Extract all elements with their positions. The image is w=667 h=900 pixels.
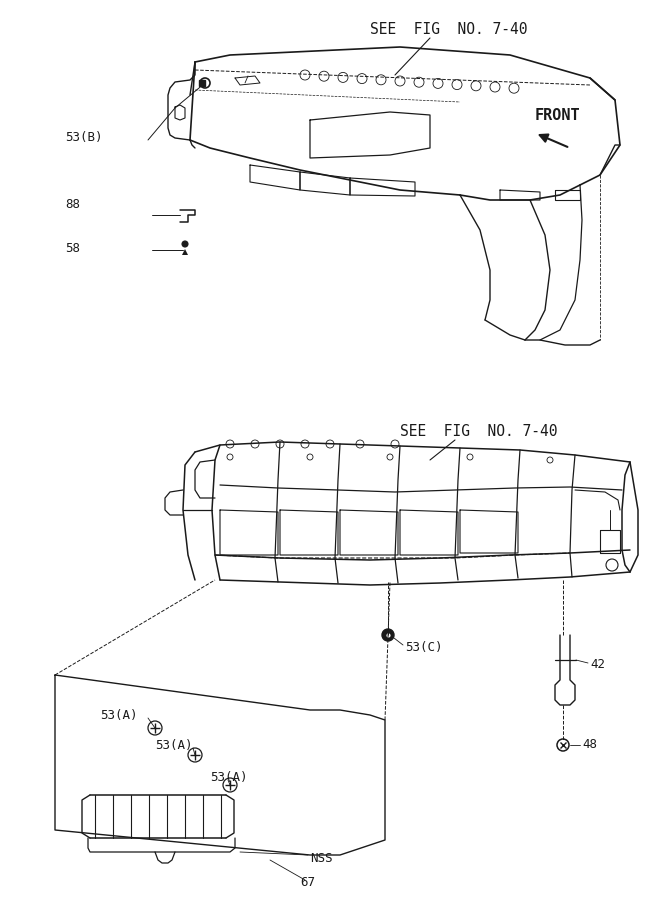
- Text: 88: 88: [65, 199, 80, 212]
- Text: 58: 58: [65, 241, 80, 255]
- Text: SEE  FIG  NO. 7-40: SEE FIG NO. 7-40: [370, 22, 528, 38]
- Text: 48: 48: [582, 739, 597, 752]
- Circle shape: [182, 241, 188, 247]
- Text: 67: 67: [300, 876, 315, 888]
- Text: 53(B): 53(B): [65, 131, 103, 145]
- Text: 53(A): 53(A): [210, 771, 247, 785]
- Circle shape: [382, 629, 394, 641]
- Text: 53(A): 53(A): [100, 708, 137, 722]
- Text: SEE  FIG  NO. 7-40: SEE FIG NO. 7-40: [400, 425, 558, 439]
- Text: NSS: NSS: [310, 851, 333, 865]
- Text: 42: 42: [590, 659, 605, 671]
- Text: 53(A): 53(A): [155, 739, 193, 752]
- Text: FRONT: FRONT: [535, 107, 581, 122]
- Text: 53(C): 53(C): [405, 642, 442, 654]
